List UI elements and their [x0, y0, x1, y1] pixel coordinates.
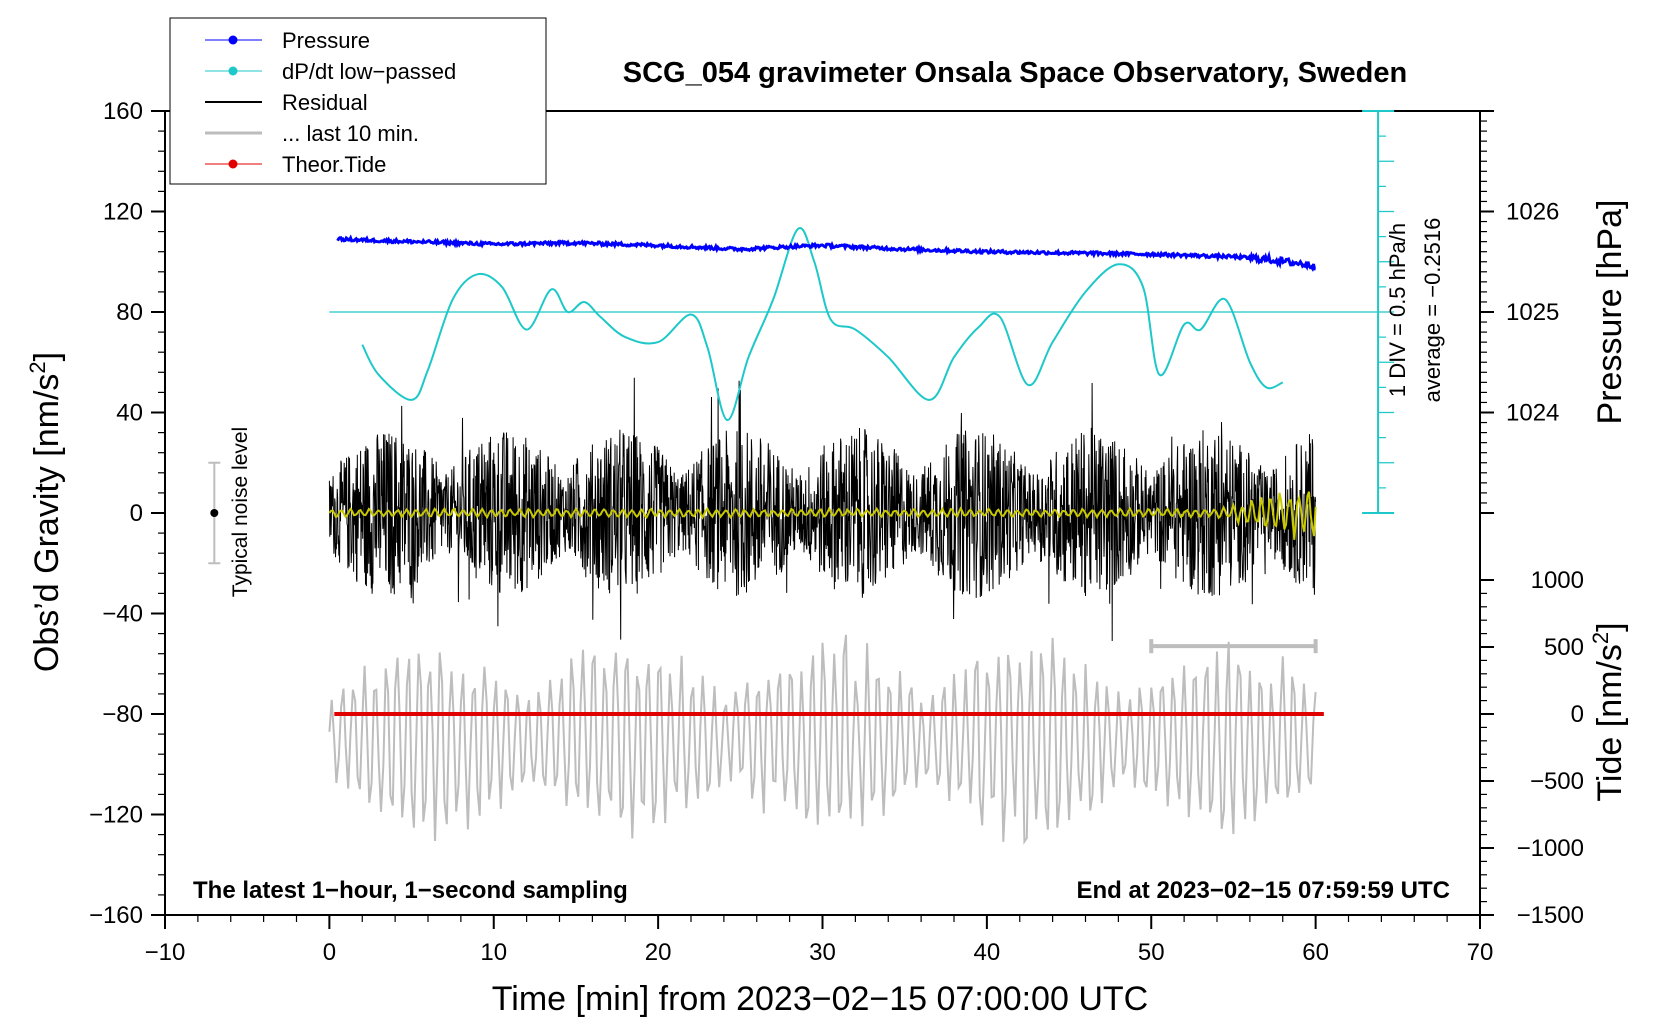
legend-label: Theor.Tide — [282, 152, 386, 177]
pressure-tick-label: 1026 — [1506, 199, 1559, 226]
y-tick-label: −120 — [89, 802, 143, 829]
noise-bar-dot — [210, 509, 219, 517]
chart-title: SCG_054 gravimeter Onsala Space Observat… — [623, 57, 1407, 89]
plot-data-layer — [208, 227, 1379, 845]
pressure-tick-label: 1025 — [1506, 299, 1559, 326]
tide-tick-label: 0 — [1571, 701, 1584, 728]
x-axis-label: Time [min] from 2023−02−15 07:00:00 UTC — [492, 980, 1148, 1018]
pressure-tick-label: 1024 — [1506, 400, 1559, 427]
y-axis-label-tide: Tide [nm/s2] — [1588, 622, 1629, 801]
tide-tick-label: −1000 — [1517, 835, 1584, 862]
dpdt-average-label: average = −0.2516 — [1420, 218, 1445, 403]
tide-tick-label: −500 — [1530, 768, 1584, 795]
last10-bracket — [1149, 639, 1318, 654]
residual-line — [328, 377, 1317, 642]
x-tick-label: 0 — [323, 939, 336, 966]
tide-tick-label: 500 — [1544, 634, 1584, 661]
y-tick-label: −80 — [102, 701, 143, 728]
y-tick-label: 160 — [103, 98, 143, 125]
y-tick-label: −160 — [89, 902, 143, 929]
y-tick-label: 0 — [130, 500, 143, 527]
legend-swatch-marker — [228, 159, 238, 169]
y-tick-label: −40 — [102, 601, 143, 628]
legend-swatch-marker — [228, 35, 238, 45]
legend-item: ... last 10 min. — [205, 121, 419, 146]
dpdt-line — [361, 227, 1284, 422]
legend-swatch-marker — [228, 66, 238, 76]
lowpass-line — [328, 491, 1317, 540]
legend: Pressure dP/dt low−passed Residual ... last… — [169, 17, 547, 185]
tide-tick-label: −1500 — [1517, 902, 1584, 929]
pressure-line — [336, 234, 1316, 272]
x-tick-label: 60 — [1302, 939, 1329, 966]
x-tick-label: −10 — [145, 939, 186, 966]
legend-label: ... last 10 min. — [282, 121, 419, 146]
legend-item: dP/dt low−passed — [205, 59, 456, 84]
legend-item: Pressure — [205, 28, 370, 53]
y-axis-label-pressure: Pressure [hPa] — [1591, 200, 1629, 425]
x-tick-label: 10 — [480, 939, 507, 966]
x-tick-label: 20 — [645, 939, 672, 966]
dpdt-scale-bar — [1362, 110, 1395, 514]
tide-tick-label: 1000 — [1531, 567, 1584, 594]
legend-label: Pressure — [282, 28, 370, 53]
x-tick-label: 30 — [809, 939, 836, 966]
annotation-left: The latest 1−hour, 1−second sampling — [193, 877, 628, 904]
last10-line — [328, 634, 1317, 845]
annotation-right: End at 2023−02−15 07:59:59 UTC — [1076, 877, 1450, 904]
legend-item: Theor.Tide — [205, 152, 386, 177]
legend-label: dP/dt low−passed — [282, 59, 456, 84]
noise-level-label: Typical noise level — [229, 427, 252, 597]
dpdt-scale-label: 1 DIV = 0.5 hPa/h — [1385, 223, 1410, 397]
x-tick-label: 70 — [1467, 939, 1494, 966]
legend-item: Residual — [205, 90, 368, 115]
y-tick-label: 80 — [116, 299, 143, 326]
y-axis-label-left: Obs’d Gravity [nm/s2] — [25, 352, 66, 672]
legend-items: Pressure dP/dt low−passed Residual ... last… — [205, 28, 456, 177]
y-tick-label: 40 — [116, 400, 143, 427]
legend-label: Residual — [282, 90, 368, 115]
x-tick-label: 50 — [1138, 939, 1165, 966]
axes-layer: −10 0 10 20 30 40 50 60 70 160 120 80 40 0 −40 −80 −120 −… — [89, 98, 1584, 966]
noise-bar — [208, 461, 221, 565]
y-tick-label: 120 — [103, 199, 143, 226]
x-tick-label: 40 — [974, 939, 1001, 966]
